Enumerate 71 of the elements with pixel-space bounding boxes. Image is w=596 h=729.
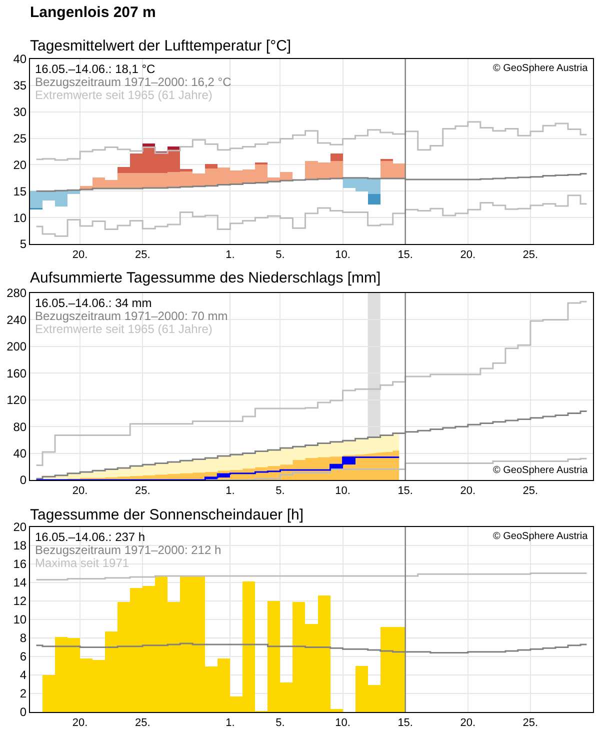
x-tick-label: 25.	[522, 717, 538, 729]
y-tick-label: 40	[13, 52, 27, 66]
y-tick-label: 12	[13, 594, 27, 608]
x-tick-label: 20.	[72, 485, 88, 498]
y-tick-label: 0	[20, 705, 27, 720]
y-tick-label: 240	[6, 312, 27, 327]
x-tick-label: 20.	[72, 717, 88, 729]
bar	[330, 154, 343, 162]
y-tick-label: 280	[6, 286, 27, 300]
bar	[368, 194, 380, 204]
y-tick-label: 8	[20, 631, 27, 646]
annotation: Maxima seit 1971	[35, 556, 130, 570]
y-tick-label: 120	[6, 393, 27, 408]
annotation: 16.05.–14.06.: 237 h	[35, 530, 146, 544]
x-tick-label: 20.	[460, 485, 476, 498]
bar	[380, 158, 393, 162]
x-tick-label: 25.	[134, 249, 150, 262]
x-tick-label: 25.	[522, 249, 538, 262]
y-tick-label: 40	[13, 446, 27, 460]
y-tick-label: 35	[13, 78, 27, 93]
x-tick-label: 1.	[226, 249, 235, 262]
x-tick-label: 20.	[72, 249, 88, 262]
x-tick-label: 25.	[522, 485, 538, 498]
y-tick-label: 6	[20, 650, 27, 664]
y-tick-label: 20	[13, 520, 27, 534]
bar	[205, 164, 218, 168]
y-tick-label: 18	[13, 538, 27, 553]
annotation: 16.05.–14.06.: 18,1 °C	[35, 62, 156, 76]
y-tick-label: 0	[20, 473, 27, 488]
y-tick-label: 80	[13, 420, 27, 434]
x-tick-label: 5.	[276, 717, 285, 729]
y-tick-label: 200	[6, 340, 27, 354]
x-tick-label: 10.	[335, 717, 350, 729]
y-tick-label: 15	[13, 184, 27, 198]
x-tick-label: 25.	[134, 485, 150, 498]
annotation: 16.05.–14.06.: 34 mm	[35, 296, 152, 310]
x-tick-label: 25.	[134, 717, 150, 729]
y-tick-label: 16	[13, 557, 27, 572]
annotation: Bezugszeitraum 1971–2000: 212 h	[35, 543, 222, 557]
x-tick-label: 15.	[398, 485, 413, 498]
annotation: Bezugszeitraum 1971–2000: 70 mm	[35, 309, 228, 323]
x-tick-label: 10.	[335, 485, 350, 498]
annotation: © GeoSphere Austria	[493, 465, 588, 476]
y-tick-label: 30	[13, 105, 27, 120]
x-tick-label: 5.	[276, 249, 285, 262]
annotation: © GeoSphere Austria	[493, 63, 588, 74]
y-tick-label: 5	[20, 237, 27, 252]
x-tick-label: 1.	[226, 717, 235, 729]
annotation: Extremwerte seit 1965 (61 Jahre)	[35, 88, 212, 102]
chart-subtitle: Tagesmittelwert der Lufttemperatur [°C]	[30, 37, 292, 54]
annotation: © GeoSphere Austria	[493, 531, 588, 542]
chart-title: Langenlois 207 m	[30, 4, 156, 21]
x-tick-label: 20.	[460, 717, 476, 729]
chart-title: Aufsummierte Tagessumme des Niederschlags [mm]	[30, 269, 381, 286]
x-tick-label: 10.	[335, 249, 350, 262]
y-tick-label: 4	[20, 668, 27, 682]
x-tick-label: 1.	[226, 485, 235, 498]
y-tick-label: 25	[13, 131, 27, 146]
x-tick-label: 15.	[398, 249, 413, 262]
annotation: Bezugszeitraum 1971–2000: 16,2 °C	[35, 75, 232, 89]
x-tick-label: 20.	[460, 249, 476, 262]
y-tick-label: 10	[13, 612, 27, 627]
x-tick-label: 15.	[398, 717, 413, 729]
chart-title: Tagessumme der Sonnenscheindauer [h]	[30, 506, 304, 524]
y-tick-label: 10	[13, 210, 27, 225]
x-tick-label: 5.	[276, 485, 285, 498]
annotation: Extremwerte seit 1965 (61 Jahre)	[35, 322, 212, 336]
y-tick-label: 20	[13, 158, 27, 172]
y-tick-label: 14	[13, 576, 27, 590]
y-tick-label: 160	[6, 366, 27, 380]
y-tick-label: 2	[20, 686, 27, 701]
